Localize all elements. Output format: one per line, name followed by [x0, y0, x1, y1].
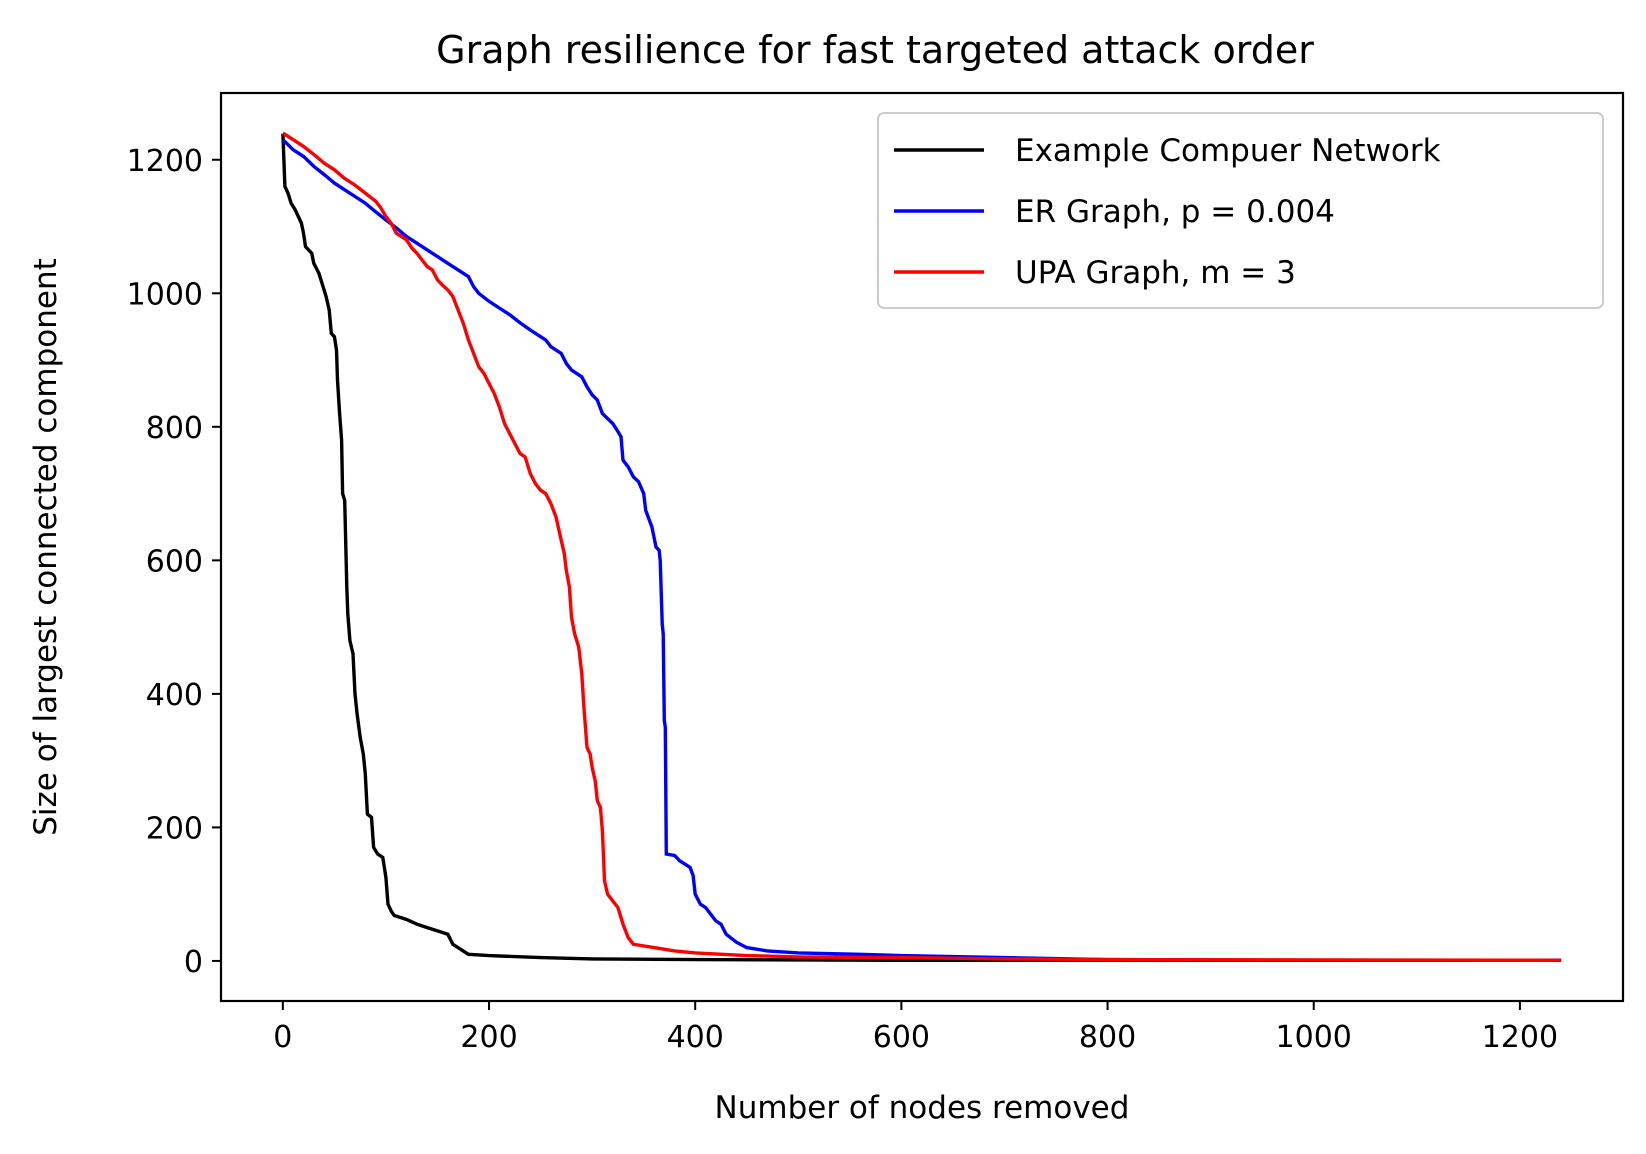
plot-area [281, 131, 1562, 962]
legend: Example Compuer Network ER Graph, p = 0.0… [877, 112, 1604, 309]
legend-label-3: UPA Graph, m = 3 [1015, 255, 1296, 291]
legend-label-2: ER Graph, p = 0.004 [1015, 194, 1335, 230]
legend-box [877, 112, 1604, 309]
series-line-3 [281, 131, 1562, 962]
legend-label-1: Example Compuer Network [1015, 133, 1441, 169]
x-tick-label: 400 [667, 1020, 724, 1055]
x-tick-label: 600 [873, 1020, 930, 1055]
plot-frame [219, 91, 1625, 1003]
x-axis-label: Number of nodes removed [715, 1090, 1130, 1126]
y-tick-label: 0 [184, 945, 203, 980]
y-tick-label: 400 [146, 678, 203, 713]
y-axis: 0 200 400 600 800 1000 1200 [127, 144, 221, 980]
y-tick-label: 1200 [127, 144, 203, 179]
x-tick-label: 1200 [1482, 1020, 1558, 1055]
series-line-2 [281, 138, 1562, 962]
y-tick-label: 800 [146, 411, 203, 446]
y-axis-label: Size of largest connected component [28, 258, 64, 836]
x-tick-label: 200 [460, 1020, 517, 1055]
chart-title: Graph resilience for fast targeted attac… [436, 28, 1314, 72]
x-tick-label: 1000 [1276, 1020, 1352, 1055]
x-tick-label: 0 [273, 1020, 292, 1055]
series-line-1 [281, 133, 1562, 962]
y-tick-label: 1000 [127, 277, 203, 312]
y-tick-label: 200 [146, 811, 203, 846]
y-tick-label: 600 [146, 544, 203, 579]
x-tick-label: 800 [1079, 1020, 1136, 1055]
x-axis: 0 200 400 600 800 1000 1200 [273, 1001, 1558, 1055]
